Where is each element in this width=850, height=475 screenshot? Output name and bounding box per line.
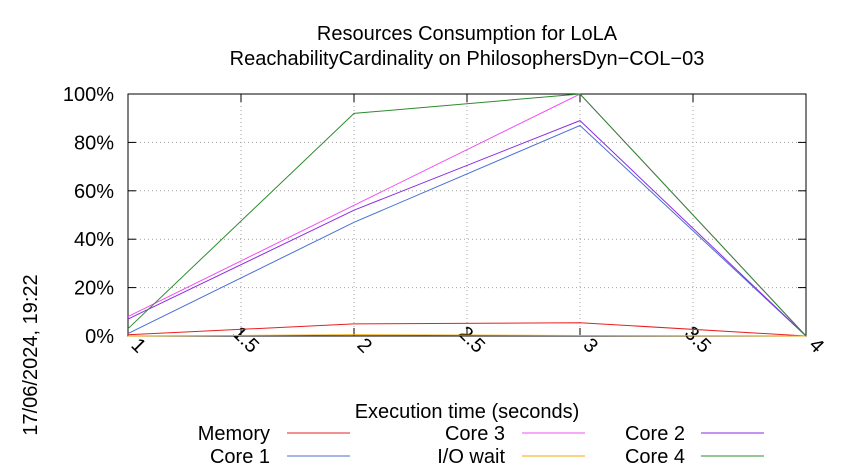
y-tick-label: 80% — [74, 132, 114, 154]
legend-label-core-3: Core 3 — [445, 423, 505, 445]
x-tick-label: 4 — [805, 334, 828, 357]
legend-label-i-o-wait: I/O wait — [437, 446, 505, 468]
legend-label-memory: Memory — [198, 423, 270, 445]
x-tick-label: 1.5 — [228, 322, 263, 357]
x-tick-label: 1 — [127, 334, 150, 357]
plot-border — [127, 93, 807, 337]
legend-label-core-4: Core 4 — [625, 446, 685, 468]
x-tick-label: 3 — [579, 334, 602, 357]
series-line-core-2 — [127, 120, 807, 337]
chart-subtitle: ReachabilityCardinality on PhilosophersD… — [230, 48, 705, 70]
y-tick-label: 20% — [74, 278, 114, 300]
y-tick-label: 100% — [63, 84, 114, 106]
series-line-memory — [127, 322, 807, 337]
x-tick-label: 2 — [353, 334, 376, 357]
axes: 0% 20% 40% 60% 80% 100% 1 1.5 2 2.5 3 3.5 4 — [63, 84, 828, 358]
legend-label-core-2: Core 2 — [625, 423, 685, 445]
y-tick-label: 0% — [85, 326, 114, 348]
series-line-core-4 — [127, 93, 807, 337]
data-series — [127, 93, 807, 337]
timestamp-label: 17/06/2024, 19:22 — [20, 274, 42, 435]
x-axis-label: Execution time (seconds) — [355, 401, 580, 423]
y-tick-label: 40% — [74, 229, 114, 251]
series-line-core-1 — [127, 124, 807, 337]
y-tick-label: 60% — [74, 181, 114, 203]
x-tick-label: 3.5 — [680, 322, 715, 357]
chart-title: Resources Consumption for LoLA — [317, 23, 618, 45]
series-line-i-o-wait — [127, 334, 807, 337]
legend-label-core-1: Core 1 — [210, 446, 270, 468]
x-tick-label: 2.5 — [454, 322, 489, 357]
grid-lines — [128, 94, 806, 336]
